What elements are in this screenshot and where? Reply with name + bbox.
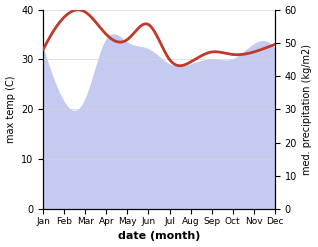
X-axis label: date (month): date (month) (118, 231, 200, 242)
Y-axis label: med. precipitation (kg/m2): med. precipitation (kg/m2) (302, 44, 313, 175)
Y-axis label: max temp (C): max temp (C) (5, 76, 16, 143)
